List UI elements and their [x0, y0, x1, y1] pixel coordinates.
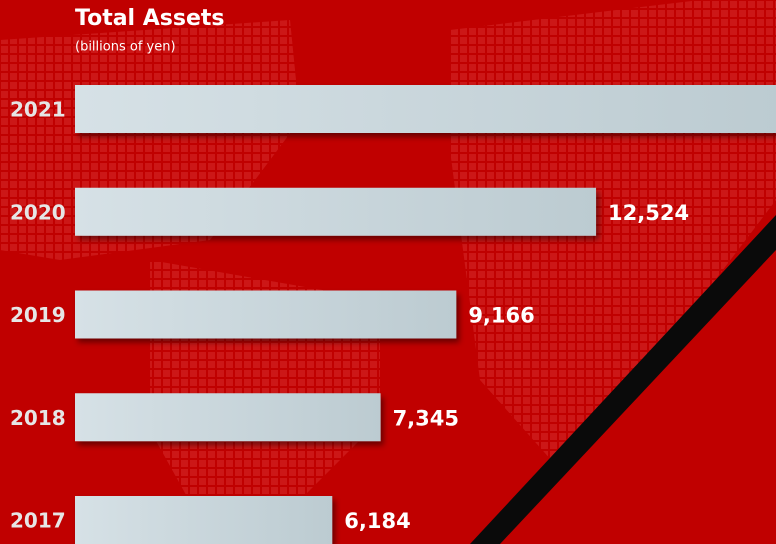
- y-tick-label: 2018: [10, 406, 66, 430]
- chart-title: Total Assets: [75, 6, 225, 31]
- value-label: 12,524: [608, 201, 689, 225]
- y-tick-label: 2017: [10, 509, 66, 533]
- bar: [75, 393, 381, 442]
- y-tick-label: 2021: [10, 98, 66, 122]
- bar: [75, 290, 457, 339]
- value-label: 9,166: [468, 304, 534, 328]
- y-tick-label: 2019: [10, 303, 66, 327]
- bar: [75, 85, 776, 133]
- value-label: 6,184: [344, 509, 410, 533]
- chart-subtitle: (billions of yen): [75, 40, 176, 55]
- value-label: 7,345: [393, 406, 459, 430]
- bar: [75, 496, 333, 544]
- bar: [75, 187, 597, 236]
- swoosh: [470, 215, 776, 544]
- y-tick-label: 2020: [10, 200, 66, 224]
